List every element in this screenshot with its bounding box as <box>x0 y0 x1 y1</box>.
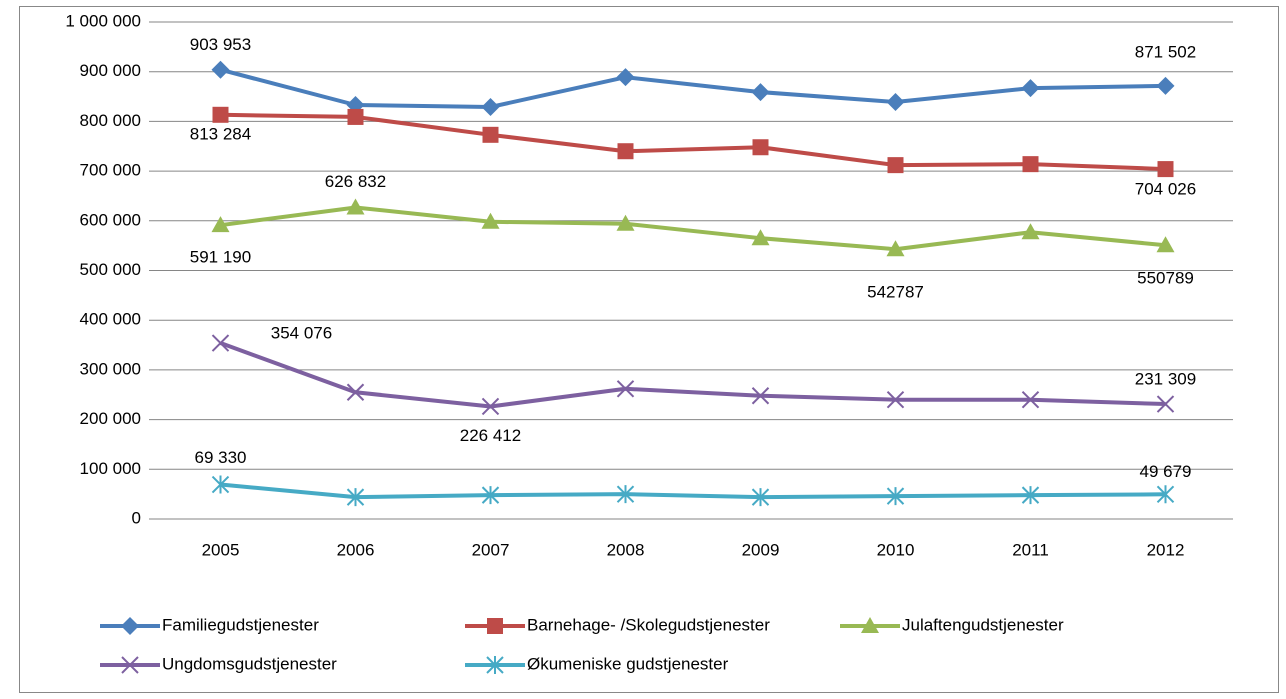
data-label: 226 412 <box>460 426 521 445</box>
marker <box>481 486 500 505</box>
legend-label: Barnehage- /Skolegudstjenester <box>527 615 770 634</box>
marker <box>616 68 635 87</box>
marker <box>482 126 499 143</box>
series-line <box>220 205 1166 252</box>
data-label: 231 309 <box>1135 370 1196 389</box>
marker <box>1156 76 1175 95</box>
marker <box>1156 236 1175 253</box>
marker <box>1157 161 1174 178</box>
y-tick-label: 200 000 <box>80 409 141 428</box>
marker <box>346 198 365 215</box>
marker <box>751 229 770 246</box>
y-tick-label: 0 <box>132 508 141 527</box>
x-tick-label: 2008 <box>607 540 645 559</box>
series-line <box>219 341 1166 409</box>
marker <box>481 397 500 416</box>
x-tick-label: 2007 <box>472 540 510 559</box>
marker <box>346 488 365 507</box>
marker <box>616 380 635 398</box>
marker <box>886 391 905 409</box>
data-label: 49 679 <box>1140 462 1192 481</box>
y-tick-label: 800 000 <box>80 111 141 130</box>
legend-item: Økumeniske gudstjenester <box>465 654 729 674</box>
marker <box>751 83 770 102</box>
marker <box>1021 79 1040 98</box>
y-tick-label: 1 000 000 <box>65 11 141 30</box>
marker <box>752 139 769 156</box>
marker <box>886 93 905 112</box>
y-tick-label: 700 000 <box>80 161 141 180</box>
marker <box>1156 485 1175 504</box>
marker <box>1022 156 1039 173</box>
y-tick-label: 600 000 <box>80 210 141 229</box>
legend-label: Julaftengudstjenester <box>902 615 1064 634</box>
data-label: 813 284 <box>190 124 251 143</box>
y-tick-label: 500 000 <box>80 260 141 279</box>
marker <box>886 487 905 506</box>
x-tick-label: 2010 <box>877 540 915 559</box>
marker <box>616 214 635 231</box>
x-tick-label: 2006 <box>337 540 375 559</box>
series-line <box>219 67 1166 109</box>
marker <box>347 108 364 125</box>
data-label: 591 190 <box>190 248 251 267</box>
marker <box>481 212 500 229</box>
marker <box>121 656 139 674</box>
marker <box>211 334 230 352</box>
marker <box>1156 395 1175 413</box>
y-tick-label: 400 000 <box>80 310 141 329</box>
x-tick-label: 2009 <box>742 540 780 559</box>
marker <box>212 106 229 123</box>
legend-item: Julaftengudstjenester <box>840 615 1064 634</box>
legend-item: Barnehage- /Skolegudstjenester <box>465 615 770 634</box>
y-tick-label: 100 000 <box>80 459 141 478</box>
y-tick-label: 300 000 <box>80 359 141 378</box>
marker <box>1021 223 1040 240</box>
x-tick-label: 2012 <box>1147 540 1185 559</box>
data-label: 550789 <box>1137 269 1194 288</box>
marker <box>211 475 230 494</box>
marker <box>751 488 770 507</box>
y-tick-label: 900 000 <box>80 61 141 80</box>
legend-label: Familiegudstjenester <box>162 615 319 634</box>
marker <box>211 60 230 79</box>
marker <box>1021 391 1040 409</box>
marker <box>486 656 504 674</box>
legend-label: Ungdomsgudstjenester <box>162 654 337 673</box>
legend-item: Familiegudstjenester <box>100 615 319 635</box>
chart-frame <box>19 6 1279 693</box>
legend-label: Økumeniske gudstjenester <box>527 654 729 673</box>
data-label: 704 026 <box>1135 180 1196 199</box>
marker <box>1021 486 1040 505</box>
data-label: 871 502 <box>1135 42 1196 61</box>
marker <box>886 240 905 257</box>
marker <box>346 383 365 401</box>
data-label: 354 076 <box>271 324 332 343</box>
marker <box>481 97 500 116</box>
marker <box>487 618 503 634</box>
marker <box>861 617 879 633</box>
marker <box>211 216 230 233</box>
marker <box>616 485 635 504</box>
x-tick-label: 2011 <box>1012 540 1049 559</box>
data-label: 69 330 <box>195 448 247 467</box>
marker <box>751 387 770 405</box>
marker <box>121 617 139 635</box>
x-tick-label: 2005 <box>202 540 240 559</box>
series-line <box>220 112 1166 172</box>
data-label: 542787 <box>867 283 924 302</box>
legend-item: Ungdomsgudstjenester <box>100 654 337 674</box>
marker <box>617 143 634 160</box>
data-label: 626 832 <box>325 172 386 191</box>
data-label: 903 953 <box>190 35 251 54</box>
marker <box>887 157 904 174</box>
series-line <box>220 482 1166 500</box>
